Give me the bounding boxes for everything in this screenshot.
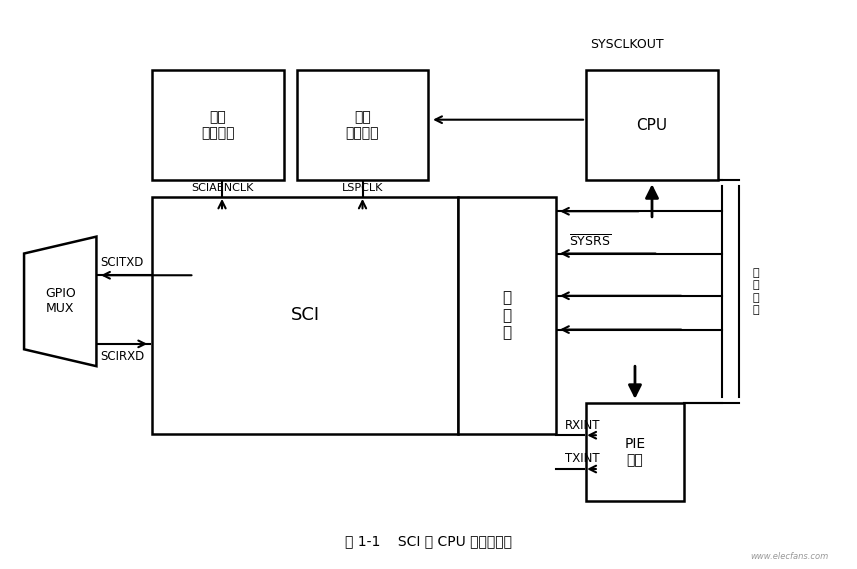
Bar <box>152 71 284 180</box>
Text: PIE
模块: PIE 模块 <box>625 437 645 467</box>
Bar <box>152 197 458 434</box>
Text: $\overline{\rm SYSRS}$: $\overline{\rm SYSRS}$ <box>569 233 611 249</box>
Text: 外
设
总
线: 外 设 总 线 <box>752 268 758 315</box>
Polygon shape <box>24 237 97 366</box>
Text: SCI: SCI <box>291 307 320 324</box>
Text: GPIO
MUX: GPIO MUX <box>45 287 75 315</box>
Bar <box>586 403 684 501</box>
Bar <box>458 197 556 434</box>
Text: TXINT: TXINT <box>565 452 599 465</box>
Text: 图 1-1    SCI 与 CPU 之间的接口: 图 1-1 SCI 与 CPU 之间的接口 <box>345 534 512 548</box>
Text: CPU: CPU <box>637 118 668 133</box>
Text: 系统
控制模块: 系统 控制模块 <box>201 110 235 141</box>
Text: RXINT: RXINT <box>565 419 600 431</box>
Text: 寄
存
器: 寄 存 器 <box>503 291 512 340</box>
Text: SCIAENCLK: SCIAENCLK <box>191 183 253 193</box>
Text: SCITXD: SCITXD <box>100 257 144 269</box>
Text: www.elecfans.com: www.elecfans.com <box>751 551 829 560</box>
Bar <box>586 71 718 180</box>
Text: LSPCLK: LSPCLK <box>342 183 383 193</box>
Text: 低通
预分频器: 低通 预分频器 <box>345 110 380 141</box>
Bar <box>297 71 428 180</box>
Text: SYSCLKOUT: SYSCLKOUT <box>590 38 663 51</box>
Text: SCIRXD: SCIRXD <box>100 350 145 363</box>
